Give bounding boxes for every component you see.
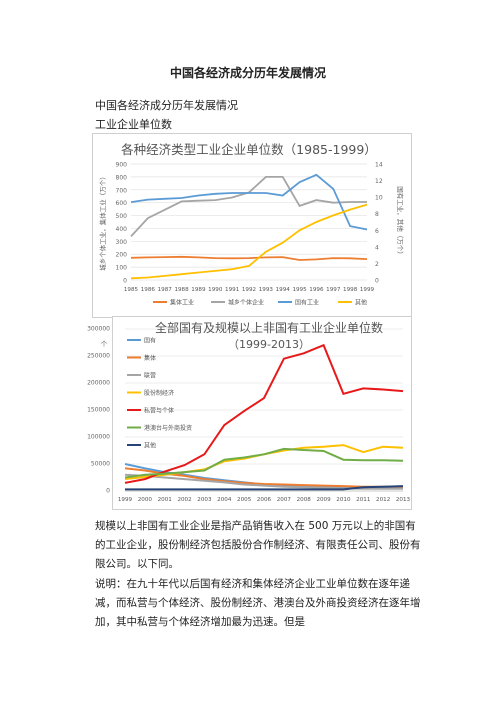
y2-tick-label: 8 (375, 211, 379, 218)
x-tick-label: 1985 (124, 287, 139, 293)
y-axis-label: 个 (101, 340, 108, 348)
chart-subtitle: （1999-2013） (228, 338, 310, 351)
series-line (124, 447, 404, 479)
y-tick-label: 700 (116, 187, 128, 194)
x-tick-label: 2010 (336, 497, 351, 503)
chart-1985-1999: 各种经济类型工业企业单位数（1985-1999） 0 100 200 300 400 500… (92, 133, 412, 318)
x-tick-label: 2002 (177, 497, 191, 503)
y2-tick-label: 6 (375, 228, 379, 235)
x-tick-label: 2013 (396, 497, 411, 503)
x-tick-label: 2003 (197, 497, 212, 503)
chart-title: 各种经济类型工业企业单位数（1985-1999） (121, 142, 377, 157)
y2-tick-label: 14 (375, 162, 383, 169)
series-line (130, 203, 368, 280)
x-tick-label: 1997 (326, 287, 341, 293)
x-tick-label: 2006 (257, 497, 272, 503)
y2-tick-label: 0 (375, 278, 379, 285)
y-tick-label: 500 (116, 213, 128, 220)
x-tick-label: 1996 (309, 287, 324, 293)
y-tick-label: 50000 (91, 461, 110, 468)
y-tick-label: 600 (116, 200, 128, 207)
y-tick-label: 800 (116, 174, 128, 181)
series-line (130, 173, 368, 231)
y2-tick-label: 10 (375, 195, 383, 202)
y-tick-label: 200 (116, 252, 128, 259)
y-tick-label: 100000 (87, 434, 110, 441)
x-tick-label: 1994 (276, 287, 291, 293)
x-tick-label: 1999 (118, 497, 133, 503)
x-tick-label: 2007 (277, 497, 292, 503)
chart-1999-2013-y-axis: 0 50000 100000 150000 200000 250000 300000 个 (87, 326, 110, 495)
paragraph-definition: 规模以上非国有工业企业是指产品销售收入在 500 万元以上的非国有的工业企业，股… (95, 520, 421, 570)
legend-label: 联营 (144, 372, 156, 380)
y2-tick-label: 4 (375, 244, 379, 251)
series-line (130, 255, 368, 261)
legend-label: 国有 (144, 337, 156, 345)
x-tick-label: 2012 (376, 497, 390, 503)
section-heading: 工业企业单位数 (95, 118, 172, 131)
x-tick-label: 2011 (356, 497, 371, 503)
y-axis-label: 城乡个体工业，集体工业（万个） (98, 173, 107, 271)
x-tick-label: 1998 (343, 287, 358, 293)
chart-1999-2013-svg: 全部国有及规模以上非国有工业企业单位数 （1999-2013） 1999 2000 20… (118, 320, 411, 503)
y-tick-label: 300 (116, 239, 128, 246)
series-line (130, 176, 367, 238)
x-tick-label: 2001 (158, 497, 173, 503)
legend-label: 城乡个体企业 (228, 299, 264, 307)
x-tick-label: 1989 (191, 287, 206, 293)
x-tick-label: 2005 (237, 497, 252, 503)
y-tick-label: 900 (116, 162, 128, 169)
x-tick-label: 1986 (141, 287, 156, 293)
legend-label: 私营与个体 (144, 407, 174, 415)
x-tick-label: 2004 (217, 497, 232, 503)
series-line (124, 343, 404, 484)
y2-tick-label: 2 (375, 261, 379, 268)
x-tick-label: 1990 (208, 287, 223, 293)
chart-1999-2013: 全部国有及规模以上非国有工业企业单位数 （1999-2013） 1999 2000 20… (112, 316, 412, 510)
paragraph-explanation: 说明：在九十年代以后国有经济和集体经济企业工业单位数在逐年递减，而私营与个体经济… (95, 578, 421, 628)
document-subtitle: 中国各经济成分历年发展情况 (95, 99, 238, 112)
x-tick-label: 1993 (259, 287, 274, 293)
legend-label: 其他 (355, 299, 367, 307)
x-tick-label: 2000 (138, 497, 153, 503)
legend-label: 集体 (144, 354, 156, 362)
x-tick-label: 1988 (174, 287, 189, 293)
y-tick-label: 100 (116, 265, 128, 272)
series-line (125, 485, 404, 491)
legend-label: 其他 (144, 442, 156, 450)
legend-label: 港澳台与外商投资 (144, 424, 192, 432)
y-tick-label: 200000 (87, 380, 110, 387)
y2-tick-label: 12 (375, 178, 383, 185)
x-tick-label: 1991 (225, 287, 240, 293)
legend-label: 集体工业 (170, 299, 194, 307)
legend-label: 国有工业 (295, 299, 319, 307)
x-tick-label: 2008 (297, 497, 312, 503)
legend-label: 股份制经济 (144, 389, 174, 397)
chart-title: 全部国有及规模以上非国有工业企业单位数 (155, 320, 383, 335)
y-tick-label: 0 (106, 488, 110, 495)
y2-axis-label: 国有工业，其他（万个） (396, 186, 405, 258)
y-tick-label: 400 (116, 226, 128, 233)
x-tick-label: 1995 (292, 287, 307, 293)
x-tick-label: 1992 (242, 287, 256, 293)
x-tick-label: 1999 (360, 287, 375, 293)
document-title: 中国各经济成分历年发展情况 (169, 66, 326, 80)
x-tick-label: 1987 (158, 287, 173, 293)
y-tick-label: 300000 (87, 326, 110, 333)
y-tick-label: 250000 (87, 353, 110, 360)
x-tick-label: 2009 (316, 497, 331, 503)
y-tick-label: 0 (123, 278, 127, 285)
y-tick-label: 150000 (87, 407, 110, 414)
chart-1985-1999-svg: 各种经济类型工业企业单位数（1985-1999）0100200300400500… (98, 142, 405, 307)
